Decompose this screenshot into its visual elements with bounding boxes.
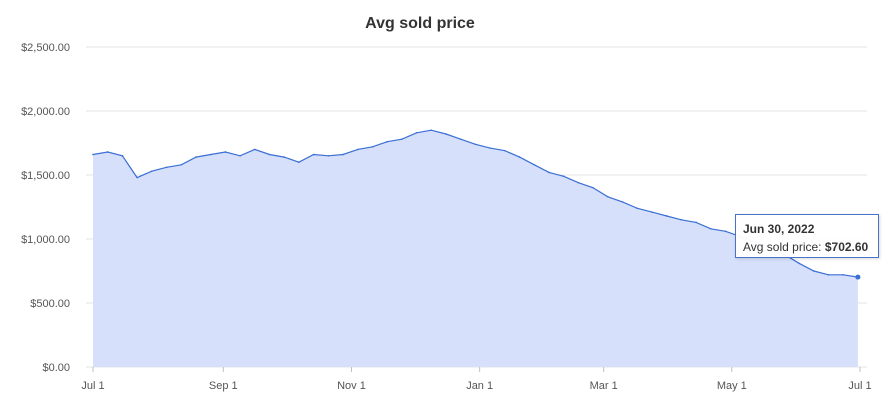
data-point[interactable] xyxy=(842,274,844,276)
y-tick-label: $0.00 xyxy=(42,362,70,374)
data-point[interactable] xyxy=(121,155,124,157)
x-tick-label: Jan 1 xyxy=(466,380,493,392)
y-tick-label: $1,500.00 xyxy=(21,170,70,182)
data-point[interactable] xyxy=(548,171,550,174)
y-tick-label: $500.00 xyxy=(30,298,70,310)
data-point[interactable] xyxy=(827,274,830,276)
data-point[interactable] xyxy=(665,215,668,217)
data-point[interactable] xyxy=(651,211,653,213)
data-point[interactable] xyxy=(239,155,241,157)
x-tick-label: Nov 1 xyxy=(337,380,366,392)
y-tick-label: $1,000.00 xyxy=(21,234,70,246)
data-point[interactable] xyxy=(136,176,138,179)
data-point[interactable] xyxy=(621,201,624,203)
data-point[interactable] xyxy=(209,153,212,156)
y-tick-label: $2,500.00 xyxy=(21,42,70,54)
data-point[interactable] xyxy=(855,274,861,280)
data-point[interactable] xyxy=(401,138,403,140)
tooltip-value: $702.60 xyxy=(824,240,869,254)
y-tick-label: $2,000.00 xyxy=(21,106,70,118)
data-point[interactable] xyxy=(371,146,374,148)
data-point[interactable] xyxy=(695,221,697,224)
data-point[interactable] xyxy=(562,175,565,178)
data-point[interactable] xyxy=(592,187,594,189)
data-point[interactable] xyxy=(342,153,344,156)
y-axis: $0.00 $500.00 $1,000.00 $1,500.00 $2,000.00 $… xyxy=(21,42,70,374)
data-point[interactable] xyxy=(533,163,536,166)
data-point[interactable] xyxy=(504,149,506,152)
data-point[interactable] xyxy=(489,147,491,149)
x-tick-label: Jul 1 xyxy=(848,380,871,392)
tooltip: Jun 30, 2022 Avg sold price: $702.60 xyxy=(735,214,879,258)
data-point[interactable] xyxy=(518,156,521,158)
data-point[interactable] xyxy=(386,140,388,143)
data-point[interactable] xyxy=(283,156,286,158)
data-point[interactable] xyxy=(327,155,330,157)
data-point[interactable] xyxy=(254,148,256,151)
data-point[interactable] xyxy=(636,207,639,210)
data-point[interactable] xyxy=(607,195,609,198)
chart-title: Avg sold price xyxy=(365,15,475,32)
x-tick-label: May 1 xyxy=(717,380,747,392)
data-point[interactable] xyxy=(724,230,727,233)
data-point[interactable] xyxy=(356,148,359,151)
data-point[interactable] xyxy=(474,143,477,146)
data-point[interactable] xyxy=(798,262,800,265)
data-point[interactable] xyxy=(445,133,447,135)
x-tick-label: Mar 1 xyxy=(590,380,618,392)
data-point[interactable] xyxy=(710,227,712,230)
data-point[interactable] xyxy=(268,153,271,156)
data-point[interactable] xyxy=(151,170,153,172)
data-point[interactable] xyxy=(195,156,197,158)
data-point[interactable] xyxy=(415,131,418,134)
data-point[interactable] xyxy=(92,153,94,156)
data-point[interactable] xyxy=(812,270,815,272)
data-point[interactable] xyxy=(459,138,462,140)
data-point[interactable] xyxy=(680,219,683,221)
tooltip-date: Jun 30, 2022 xyxy=(743,222,815,236)
data-point[interactable] xyxy=(577,181,580,184)
x-axis: Jul 1 Sep 1 Nov 1 Jan 1 Mar 1 May 1 Jul 1 xyxy=(81,367,872,392)
data-point[interactable] xyxy=(106,151,109,153)
data-point[interactable] xyxy=(165,166,168,169)
data-point[interactable] xyxy=(180,163,183,166)
data-point[interactable] xyxy=(430,129,433,131)
series-area xyxy=(93,130,858,367)
data-point[interactable] xyxy=(298,161,300,163)
x-tick-label: Jul 1 xyxy=(81,380,104,392)
tooltip-label: Avg sold price: xyxy=(743,240,822,254)
data-point[interactable] xyxy=(224,151,227,153)
data-point[interactable] xyxy=(312,153,315,156)
x-tick-label: Sep 1 xyxy=(209,380,238,392)
